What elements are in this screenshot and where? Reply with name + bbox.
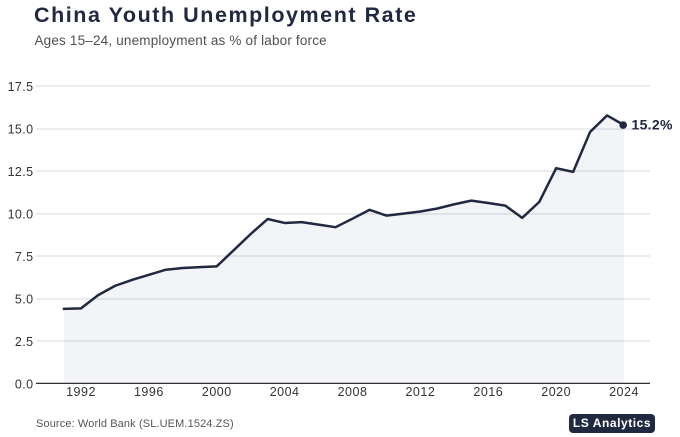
svg-text:15.0: 15.0 bbox=[8, 123, 34, 137]
svg-text:2008: 2008 bbox=[338, 385, 368, 399]
svg-text:2020: 2020 bbox=[541, 385, 571, 399]
svg-text:12.5: 12.5 bbox=[8, 165, 34, 179]
svg-text:15.2%: 15.2% bbox=[632, 117, 673, 133]
svg-text:10.0: 10.0 bbox=[8, 208, 34, 222]
svg-text:2016: 2016 bbox=[473, 385, 503, 399]
svg-text:0.0: 0.0 bbox=[15, 378, 34, 392]
svg-text:7.5: 7.5 bbox=[15, 250, 34, 264]
svg-text:1992: 1992 bbox=[66, 385, 96, 399]
svg-text:2.5: 2.5 bbox=[15, 335, 34, 349]
svg-text:2004: 2004 bbox=[270, 385, 300, 399]
svg-text:17.5: 17.5 bbox=[8, 80, 34, 94]
svg-text:2000: 2000 bbox=[202, 385, 232, 399]
svg-text:5.0: 5.0 bbox=[15, 293, 34, 307]
svg-text:2012: 2012 bbox=[405, 385, 435, 399]
svg-text:1996: 1996 bbox=[134, 385, 164, 399]
svg-text:2024: 2024 bbox=[609, 385, 639, 399]
